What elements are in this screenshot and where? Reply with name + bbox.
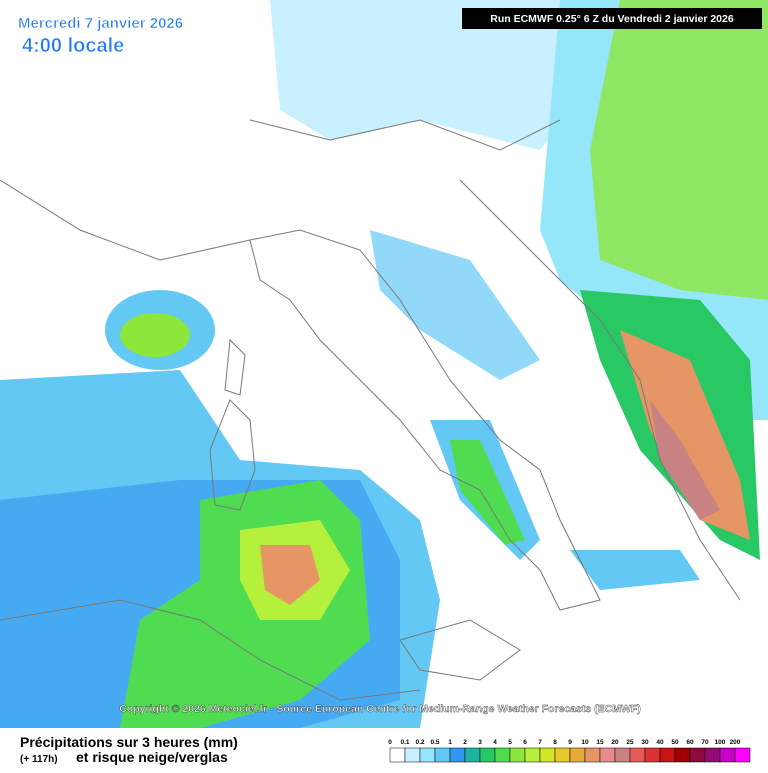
legend-label: 0.1 xyxy=(400,739,409,746)
border xyxy=(249,119,561,151)
copyright: Copyright © 2026 Meteociel.fr - Source E… xyxy=(119,703,641,715)
legend-label: 0.2 xyxy=(415,739,424,746)
legend-label: 8 xyxy=(553,739,557,746)
legend-swatch xyxy=(674,747,691,763)
precip-area xyxy=(650,400,720,520)
legend-label: 20 xyxy=(611,739,619,746)
legend-swatch xyxy=(734,747,751,763)
legend-label: 10 xyxy=(581,739,589,746)
precip-area xyxy=(270,0,590,150)
legend-label: 0.5 xyxy=(430,739,439,746)
legend-swatch xyxy=(644,747,661,763)
run-info: Run ECMWF 0.25° 6 Z du Vendredi 2 janvie… xyxy=(490,13,734,25)
legend-swatch xyxy=(419,747,436,763)
coastline xyxy=(209,399,256,511)
legend-swatch xyxy=(434,747,451,763)
precip-area xyxy=(260,545,320,605)
legend-subtitle: et risque neige/verglas xyxy=(76,749,228,765)
legend-label: 60 xyxy=(686,739,694,746)
legend-swatch xyxy=(449,747,466,763)
legend-swatch xyxy=(584,747,601,763)
legend-swatch xyxy=(539,747,556,763)
legend-swatch xyxy=(629,747,646,763)
coastline xyxy=(224,338,246,396)
legend-swatch xyxy=(389,747,406,763)
legend-swatch xyxy=(404,747,421,763)
coastline xyxy=(0,599,421,701)
legend-swatch xyxy=(509,747,526,763)
legend-label: 30 xyxy=(641,739,649,746)
legend-swatch xyxy=(659,747,676,763)
map-date: Mercredi 7 janvier 2026 xyxy=(18,15,183,32)
legend-label: 25 xyxy=(626,739,634,746)
legend-swatch xyxy=(524,747,541,763)
legend-swatch xyxy=(599,747,616,763)
color-scale: 0 0.1 0.2 0.5 1 2 3 4 5 6 7 8 9 10 15 20 25 30 40 50 60 70 100… xyxy=(388,739,751,763)
legend-label: 3 xyxy=(478,739,482,746)
coastline xyxy=(249,229,601,611)
precip-area xyxy=(590,0,768,300)
legend-title: Précipitations sur 3 heures (mm) xyxy=(20,734,238,750)
legend-label: 70 xyxy=(701,739,709,746)
legend-swatch xyxy=(719,747,736,763)
legend-label: 15 xyxy=(596,739,604,746)
run-box xyxy=(462,8,762,29)
precip-area xyxy=(370,230,540,380)
legend-label: 0 xyxy=(388,739,392,746)
coastline xyxy=(459,179,741,601)
precip-area xyxy=(620,330,750,540)
legend-label: 4 xyxy=(493,739,497,746)
precip-area xyxy=(570,550,700,590)
legend-swatch xyxy=(704,747,721,763)
legend-label: 7 xyxy=(538,739,542,746)
legend-swatch xyxy=(614,747,631,763)
legend-swatch xyxy=(554,747,571,763)
legend-label: 9 xyxy=(568,739,572,746)
legend-swatch xyxy=(494,747,511,763)
map-time: 4:00 locale xyxy=(22,35,124,57)
legend-swatch xyxy=(464,747,481,763)
coastline xyxy=(0,179,251,261)
legend-label: 5 xyxy=(508,739,512,746)
coastlines xyxy=(0,119,741,701)
legend-label: 6 xyxy=(523,739,527,746)
legend-label: 2 xyxy=(463,739,467,746)
coastline xyxy=(399,619,521,681)
legend-swatch xyxy=(689,747,706,763)
legend-lead: (+ 117h) xyxy=(20,754,58,765)
legend-label: 100 xyxy=(715,739,726,746)
precipitation-field xyxy=(0,0,768,728)
precip-area xyxy=(120,313,190,357)
legend-swatch xyxy=(479,747,496,763)
legend-label: 200 xyxy=(730,739,741,746)
legend-label: 1 xyxy=(448,739,452,746)
precip-area xyxy=(450,440,525,545)
legend-swatch xyxy=(569,747,586,763)
legend-label: 40 xyxy=(656,739,664,746)
legend-label: 50 xyxy=(671,739,679,746)
